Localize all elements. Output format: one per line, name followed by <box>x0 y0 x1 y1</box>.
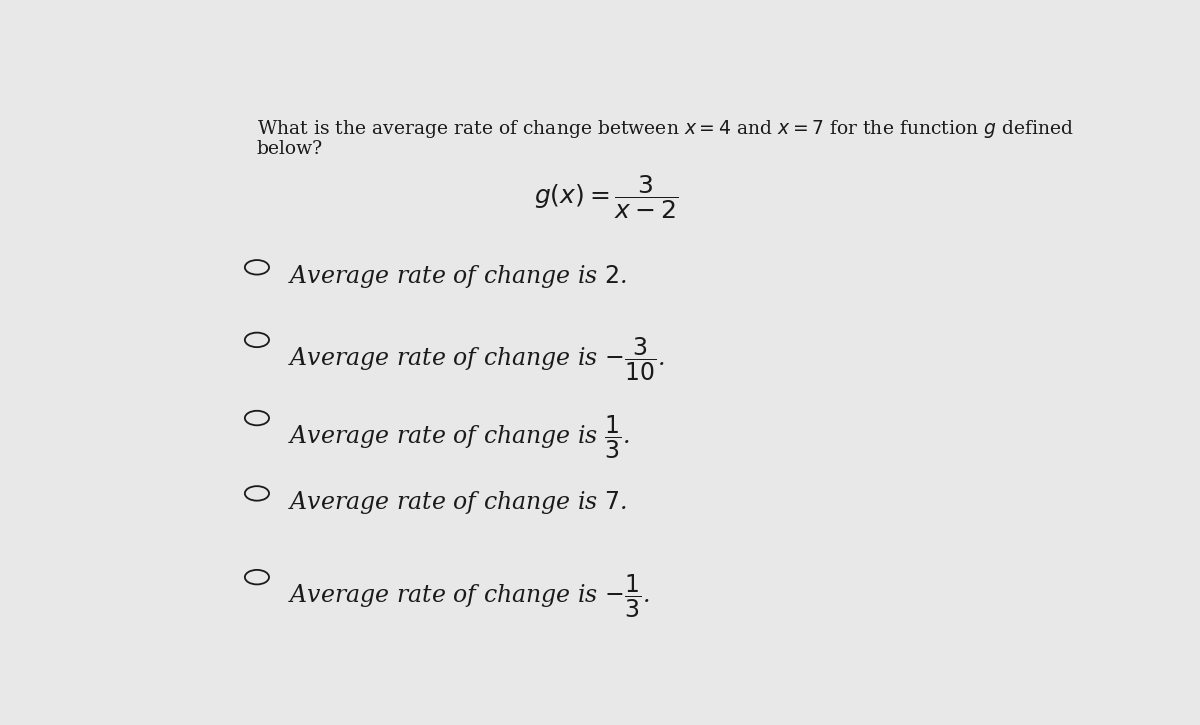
Text: Average rate of change is $\dfrac{1}{3}$.: Average rate of change is $\dfrac{1}{3}$… <box>288 413 630 461</box>
Text: $g(x) = \dfrac{3}{x-2}$: $g(x) = \dfrac{3}{x-2}$ <box>534 173 678 221</box>
Text: Average rate of change is $7$.: Average rate of change is $7$. <box>288 489 626 516</box>
Text: below?: below? <box>257 140 323 158</box>
Text: Average rate of change is $2$.: Average rate of change is $2$. <box>288 263 626 290</box>
Text: What is the average rate of change between $x = 4$ and $x = 7$ for the function : What is the average rate of change betwe… <box>257 117 1074 140</box>
Text: Average rate of change is $-\dfrac{3}{10}$.: Average rate of change is $-\dfrac{3}{10… <box>288 336 665 383</box>
Text: Average rate of change is $-\dfrac{1}{3}$.: Average rate of change is $-\dfrac{1}{3}… <box>288 573 649 620</box>
